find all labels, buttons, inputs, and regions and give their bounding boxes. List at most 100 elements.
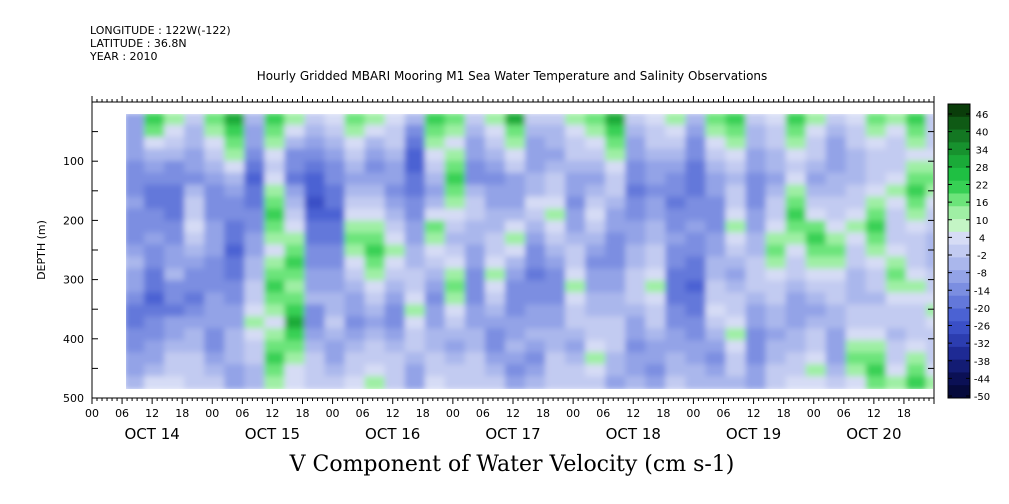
heatmap-cell bbox=[905, 208, 928, 223]
heatmap-cell bbox=[304, 136, 327, 151]
heatmap-cell bbox=[444, 352, 467, 367]
heatmap-cell bbox=[625, 364, 648, 379]
heatmap-cell bbox=[184, 244, 207, 259]
heatmap-cell bbox=[444, 364, 467, 379]
x-day-label: OCT 19 bbox=[726, 425, 781, 443]
heatmap-cell bbox=[284, 208, 307, 223]
heatmap-cell bbox=[364, 244, 387, 259]
heatmap-cell bbox=[605, 114, 628, 127]
heatmap-cell bbox=[725, 244, 748, 259]
heatmap-cell bbox=[324, 304, 347, 319]
heatmap-cell bbox=[705, 292, 728, 307]
heatmap-cell bbox=[424, 172, 447, 187]
heatmap-cell bbox=[525, 268, 548, 283]
heatmap-cell bbox=[785, 316, 808, 331]
heatmap-cell bbox=[925, 352, 933, 367]
heatmap-cell bbox=[384, 376, 407, 389]
heatmap-cell bbox=[885, 280, 908, 295]
colorbar-swatch bbox=[948, 282, 970, 297]
heatmap-cell bbox=[665, 196, 688, 211]
heatmap-cell bbox=[765, 136, 788, 151]
heatmap-cell bbox=[444, 124, 467, 139]
heatmap-cell bbox=[585, 184, 608, 199]
heatmap-cell bbox=[504, 124, 528, 139]
colorbar-label: -26 bbox=[974, 322, 990, 333]
heatmap-cell bbox=[865, 184, 888, 199]
x-hour-label: 12 bbox=[506, 407, 520, 420]
heatmap-cell bbox=[565, 376, 588, 389]
heatmap-cell bbox=[785, 172, 808, 187]
heatmap-cell bbox=[745, 114, 768, 127]
heatmap-cell bbox=[665, 304, 688, 319]
heatmap-cell bbox=[525, 232, 548, 247]
heatmap-cell bbox=[785, 352, 808, 367]
heatmap-cell bbox=[865, 220, 888, 235]
heatmap-cell bbox=[645, 148, 668, 163]
heatmap-cell bbox=[424, 304, 447, 319]
heatmap-cell bbox=[304, 364, 327, 379]
heatmap-cell bbox=[565, 256, 588, 271]
heatmap-cell bbox=[905, 184, 928, 199]
x-hour-label: 00 bbox=[807, 407, 821, 420]
colorbar-label: -38 bbox=[974, 357, 990, 368]
heatmap-cell bbox=[725, 352, 748, 367]
heatmap-cell bbox=[665, 364, 688, 379]
heatmap-cell bbox=[284, 256, 307, 271]
heatmap-cell bbox=[144, 340, 167, 355]
heatmap-cell bbox=[284, 352, 307, 367]
heatmap-cell bbox=[585, 268, 608, 283]
heatmap-cell bbox=[665, 232, 688, 247]
heatmap-cell bbox=[264, 268, 287, 283]
heatmap-cell bbox=[464, 196, 487, 211]
heatmap-cell bbox=[925, 268, 933, 283]
heatmap-cell bbox=[805, 160, 828, 175]
heatmap-cell bbox=[344, 220, 367, 235]
colorbar-swatch bbox=[948, 116, 970, 131]
heatmap-cell bbox=[284, 124, 307, 139]
heatmap-cell bbox=[164, 244, 187, 259]
heatmap-cell bbox=[264, 328, 287, 343]
heatmap-cell bbox=[324, 292, 347, 307]
heatmap-cell bbox=[204, 352, 227, 367]
heatmap-cell bbox=[885, 352, 908, 367]
heatmap-cell bbox=[504, 352, 528, 367]
heatmap-cell bbox=[364, 148, 387, 163]
heatmap-cell bbox=[444, 340, 467, 355]
heatmap-cell bbox=[284, 244, 307, 259]
heatmap-cell bbox=[304, 304, 327, 319]
heatmap-cell bbox=[224, 208, 247, 223]
heatmap-cell bbox=[324, 114, 347, 127]
heatmap-cell bbox=[925, 292, 933, 307]
heatmap-cell bbox=[244, 232, 267, 247]
heatmap-cell bbox=[705, 208, 728, 223]
heatmap-cell bbox=[244, 196, 267, 211]
heatmap-cell bbox=[885, 364, 908, 379]
heatmap-cell bbox=[645, 304, 668, 319]
heatmap-cell bbox=[825, 220, 848, 235]
heatmap-cell bbox=[484, 172, 507, 187]
heatmap-cell bbox=[324, 172, 347, 187]
heatmap-cell bbox=[705, 232, 728, 247]
heatmap-cell bbox=[144, 328, 167, 343]
heatmap-cell bbox=[645, 232, 668, 247]
heatmap-cell bbox=[144, 208, 167, 223]
heatmap-cell bbox=[705, 160, 728, 175]
heatmap-cell bbox=[224, 268, 247, 283]
heatmap-cell bbox=[126, 232, 147, 247]
heatmap-cell bbox=[825, 244, 848, 259]
heatmap-cell bbox=[424, 232, 447, 247]
heatmap-cell bbox=[845, 268, 868, 283]
heatmap-cell bbox=[444, 220, 467, 235]
heatmap-cell bbox=[605, 256, 628, 271]
heatmap-cell bbox=[785, 364, 808, 379]
heatmap-cell bbox=[545, 268, 568, 283]
heatmap-cell bbox=[304, 172, 327, 187]
heatmap-cell bbox=[885, 148, 908, 163]
heatmap-cell bbox=[444, 268, 467, 283]
heatmap-cell bbox=[464, 148, 487, 163]
heatmap-cell bbox=[424, 114, 447, 127]
heatmap-cell bbox=[324, 148, 347, 163]
heatmap-cell bbox=[805, 114, 828, 127]
heatmap-cell bbox=[324, 256, 347, 271]
